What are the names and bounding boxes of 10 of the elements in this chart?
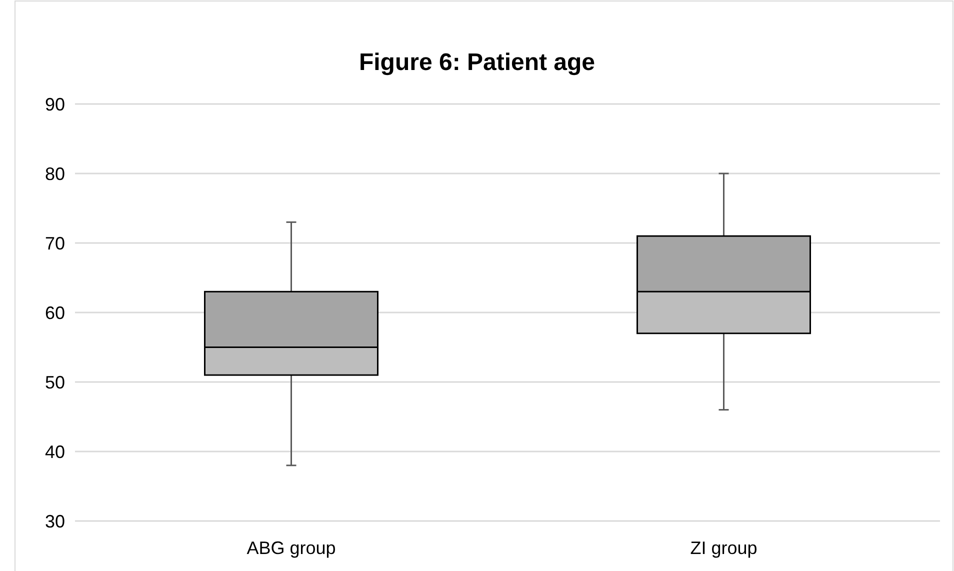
x-tick-label: ABG group [246, 538, 336, 558]
y-tick-label: 90 [44, 94, 65, 114]
y-tick-label: 30 [44, 511, 65, 532]
chart-title: Figure 6: Patient age [358, 49, 596, 76]
y-tick-label: 60 [44, 302, 65, 323]
y-tick-label: 70 [44, 233, 65, 254]
y-tick-label: 50 [44, 372, 65, 392]
x-tick-label: ZI group [690, 538, 758, 558]
y-tick-label: 40 [44, 442, 65, 462]
y-tick-label: 80 [44, 164, 65, 184]
